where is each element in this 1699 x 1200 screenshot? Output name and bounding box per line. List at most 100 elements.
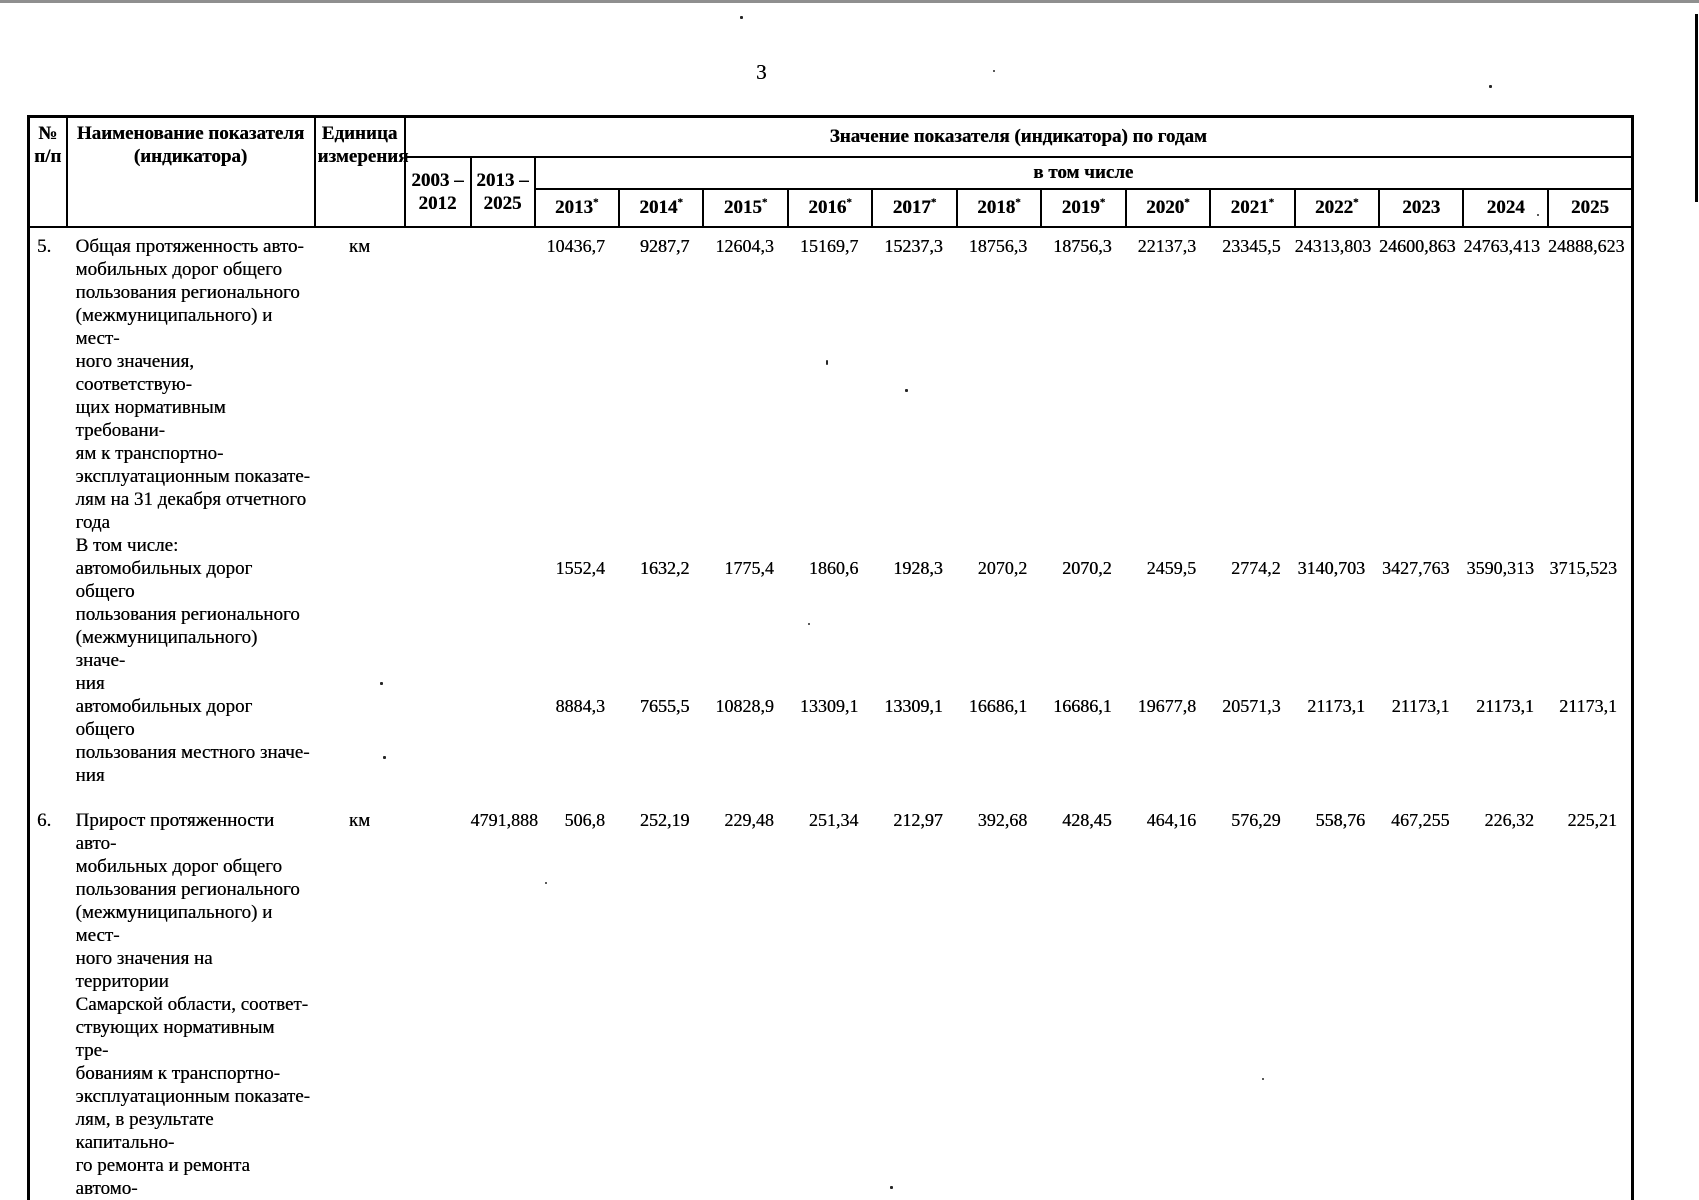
scan-speck: [383, 756, 386, 759]
scan-top-edge: [0, 0, 1699, 3]
value-cell: 252,19: [639, 809, 690, 830]
scan-speck: [740, 16, 743, 19]
year-column-header: 2018*: [955, 187, 1043, 228]
row-unit: [315, 695, 405, 787]
value-cell: 576,29: [1231, 809, 1281, 830]
table-row-including: В том числе:: [29, 534, 1633, 557]
value-cell: 3590,313: [1466, 557, 1534, 578]
year-column-header: 2019*: [1040, 187, 1127, 228]
value-cell: 16686,1: [1053, 695, 1112, 716]
row-number: 6.: [37, 809, 52, 831]
table-body: 5. Общая протяженность авто- мобильных д…: [29, 227, 1633, 1200]
value-cell: 24600,863: [1379, 235, 1456, 256]
col-header-2003-2012: 2003 – 2012: [403, 155, 472, 228]
value-cell: 506,8: [564, 809, 605, 830]
value-cell: 13309,1: [884, 695, 943, 716]
year-column-header: 2025: [1546, 187, 1634, 228]
scan-speck: [545, 882, 547, 884]
value-cell: 464,16: [1146, 809, 1197, 830]
value-cell: 21173,1: [1307, 695, 1366, 716]
header-row-1: № п/п Наименование показателя (индикатор…: [27, 115, 1634, 228]
value-cell: 9287,7: [639, 235, 690, 256]
footnote-marker: *: [930, 196, 937, 209]
scan-speck: [993, 70, 995, 72]
footnote-marker: *: [1184, 196, 1190, 209]
year-column-header: 2023: [1378, 187, 1465, 228]
year-column-header: 2014*: [617, 187, 705, 228]
value-cell: 24763,413: [1463, 235, 1540, 256]
row-unit: км: [348, 809, 371, 831]
value-cell: 21173,1: [1391, 695, 1450, 716]
value-cell: 21173,1: [1559, 695, 1617, 716]
scan-speck: [905, 389, 908, 392]
value-cell: 24888,623: [1547, 235, 1625, 256]
row-label: В том числе:: [75, 534, 179, 556]
value-cell: 2459,5: [1146, 557, 1197, 578]
year-column-header: 2015*: [702, 187, 789, 228]
value-cell: 16686,1: [968, 695, 1028, 716]
value-cell: 3715,523: [1549, 557, 1618, 578]
row-total-2003-2012: [405, 557, 471, 695]
value-cell: 2070,2: [977, 557, 1028, 578]
spacer-row: [29, 787, 1633, 809]
table-row-6: 6. Прирост протяженности авто- мобильных…: [29, 809, 1633, 1200]
value-cell: 225,21: [1567, 809, 1618, 830]
value-cell: 15237,3: [884, 235, 943, 256]
row-total-2013-2025: [471, 227, 535, 534]
col-header-including: в том числе: [533, 155, 1634, 190]
value-cell: 18756,3: [968, 235, 1028, 256]
table-row-5: 5. Общая протяженность авто- мобильных д…: [29, 227, 1633, 534]
col-header-2013-2025: 2013 – 2025: [469, 155, 536, 228]
value-cell: 226,32: [1484, 809, 1534, 830]
value-cell: 8884,3: [555, 695, 605, 716]
table-row-5-sub-local: автомобильных дорог общего пользования м…: [29, 695, 1633, 787]
value-cell: 15169,7: [799, 235, 859, 256]
col-header-number: № п/п: [27, 115, 68, 228]
value-cell: 3140,703: [1297, 557, 1366, 578]
value-cell: 19677,8: [1137, 695, 1197, 716]
value-cell: 2774,2: [1231, 557, 1281, 578]
year-column-header: 2017*: [871, 187, 958, 228]
table-row-5-sub-regional: автомобильных дорог общего пользования р…: [29, 557, 1633, 695]
value-cell: 467,255: [1390, 809, 1450, 830]
scan-speck: [826, 360, 828, 365]
row-total-2013-2025: 4791,888: [470, 809, 539, 830]
value-cell: 251,34: [808, 809, 859, 830]
scan-speck: [380, 682, 383, 685]
row-number: 5.: [37, 235, 52, 257]
row-unit: [315, 557, 405, 695]
footnote-marker: *: [761, 196, 768, 209]
footnote-marker: *: [1268, 196, 1275, 209]
footnote-marker: *: [1099, 196, 1106, 209]
col-header-values-by-year: Значение показателя (индикатора) по года…: [403, 115, 1634, 158]
scan-speck: [1262, 1078, 1264, 1080]
footnote-marker: *: [592, 196, 599, 209]
row-total-2003-2012: [405, 809, 471, 1200]
value-cell: 21173,1: [1476, 695, 1534, 716]
row-label: автомобильных дорог общего пользования м…: [75, 695, 310, 786]
value-cell: 428,45: [1062, 809, 1112, 830]
value-cell: 1552,4: [555, 557, 605, 578]
row-total-2003-2012: [405, 695, 471, 787]
footnote-marker: *: [846, 196, 852, 209]
row-total-2003-2012: [405, 227, 471, 534]
scan-speck: [1489, 85, 1492, 88]
year-column-header: 2022*: [1293, 187, 1381, 228]
value-cell: 24313,803: [1294, 235, 1372, 256]
value-cell: 1928,3: [893, 557, 943, 578]
year-header-row: 2013* 2014* 2015* 2016* 2017* 2018* 2019* 2020*…: [29, 187, 1634, 228]
value-cell: 18756,3: [1053, 235, 1112, 256]
page-number: 3: [756, 60, 767, 84]
year-column-header: 2024: [1462, 187, 1549, 228]
footnote-marker: *: [1015, 196, 1021, 209]
year-column-header: 2020*: [1124, 187, 1212, 228]
value-cell: 3427,763: [1381, 557, 1450, 578]
col-header-indicator-name: Наименование показателя (индикатора): [65, 115, 316, 228]
header-row-2: 2003 – 2012 2013 – 2025 в том числе: [29, 155, 1634, 228]
value-cell: 10828,9: [715, 695, 774, 716]
value-cell: 392,68: [977, 809, 1028, 830]
row-label: Прирост протяженности авто- мобильных до…: [75, 809, 310, 1199]
value-cell: 558,76: [1315, 809, 1366, 830]
year-column-header: 2013*: [533, 187, 620, 228]
